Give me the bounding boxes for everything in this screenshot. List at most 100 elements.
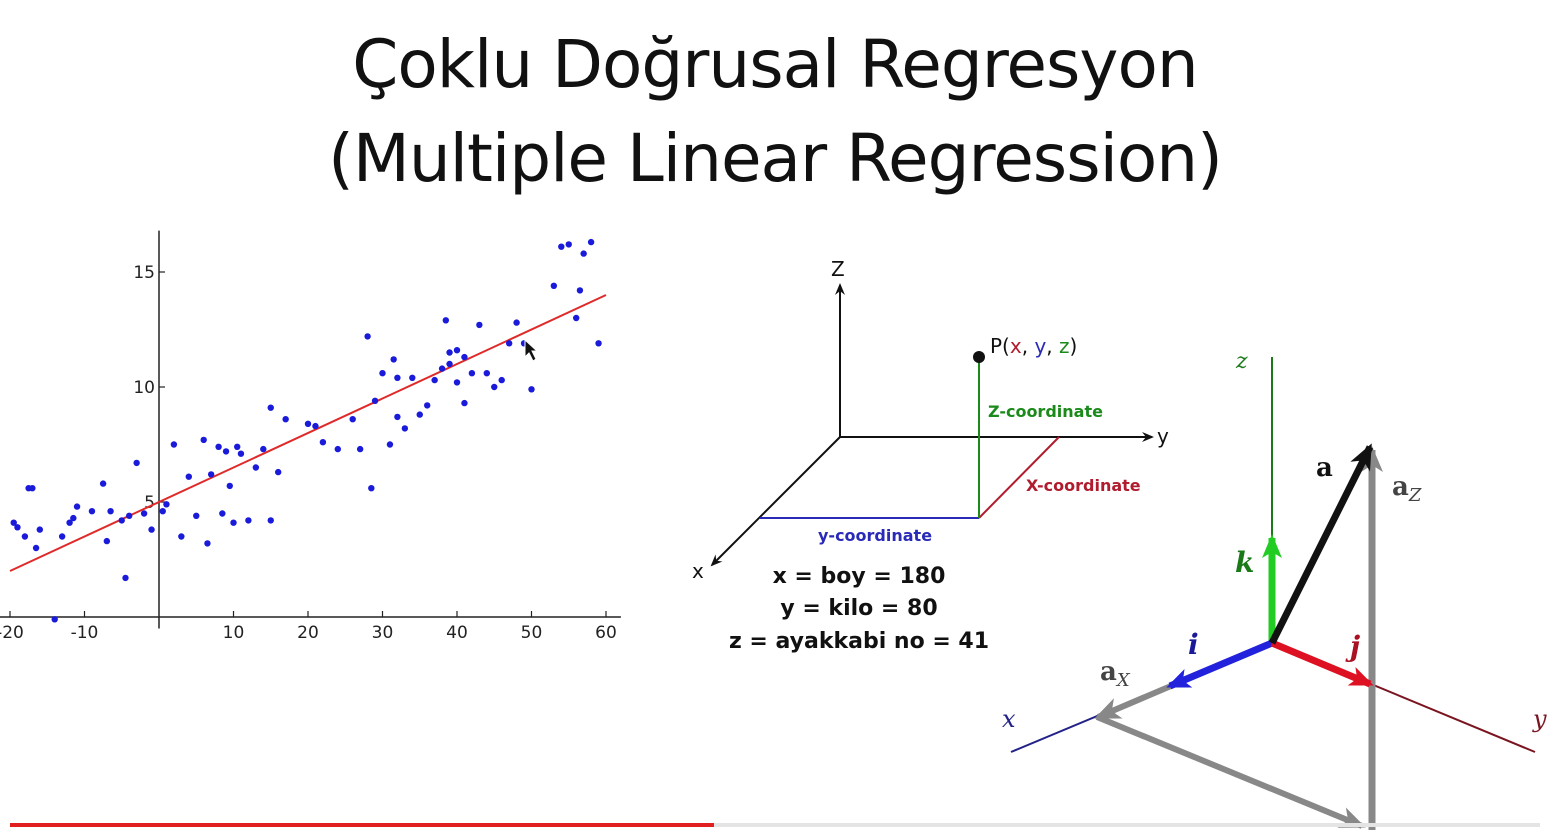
y-tick-label: 15 (133, 263, 155, 283)
point-p-marker (973, 351, 985, 363)
point-p-label: P(x, y, z) (990, 334, 1077, 358)
y-axis-label: y (1157, 424, 1169, 448)
x-tick-label: 40 (446, 623, 468, 643)
equation-kilo: y = kilo = 80 (780, 596, 937, 621)
point-x-label: x (1010, 334, 1022, 358)
scatter-point (252, 464, 260, 471)
x-coordinate-label: X-coordinate (1026, 476, 1141, 495)
scatter-point (21, 533, 29, 540)
x-tick-label: 30 (372, 623, 394, 643)
scatter-point (386, 441, 394, 448)
scatter-point (446, 360, 453, 368)
j-unit-arrow (1270, 639, 1374, 688)
x-axis-label: x (692, 559, 704, 583)
scatter-point (587, 238, 595, 246)
scatter-point (107, 508, 114, 515)
scatter-point (442, 317, 450, 324)
scatter-point (245, 517, 252, 524)
scatter-point (267, 404, 274, 411)
scatter-points (10, 238, 602, 623)
x-tick-label: -20 (0, 623, 24, 643)
scatter-ticks: -20 -10 10 20 30 40 50 60 5 10 15 (0, 263, 617, 643)
scatter-point (122, 574, 129, 582)
scatter-point (394, 413, 401, 421)
scatter-point (565, 241, 572, 248)
scatter-point (438, 365, 446, 372)
scatter-point (14, 524, 21, 531)
scatter-point (528, 386, 535, 393)
x-tick-label: 10 (223, 623, 245, 643)
scatter-point (207, 471, 215, 478)
equation-boy: x = boy = 180 (773, 564, 946, 589)
scatter-point (576, 287, 584, 294)
scatter-point (73, 503, 81, 510)
z-coordinate-label: Z-coordinate (988, 402, 1103, 421)
point-y-label: y (1034, 334, 1046, 358)
scatter-point (66, 519, 73, 526)
scatter-point (260, 445, 267, 453)
x-axis-line (710, 436, 841, 567)
scatter-point (394, 374, 401, 381)
scatter-point (371, 397, 379, 404)
unit-j-label: j (1345, 630, 1360, 663)
scatter-point (222, 448, 230, 455)
scatter-point (312, 422, 319, 430)
scatter-point (461, 353, 468, 361)
scatter-point (99, 480, 107, 487)
scatter-point (379, 370, 386, 377)
scatter-point (513, 319, 520, 326)
title-line-1: Çoklu Doğrusal Regresyon (352, 26, 1198, 103)
scatter-point (126, 512, 133, 519)
scatter-point (550, 282, 558, 289)
scatter-point (178, 533, 185, 540)
scatter-point (282, 416, 289, 423)
regression-line (9, 294, 607, 572)
y-tick-label: 10 (133, 378, 155, 398)
z-axis-label: Z (831, 257, 845, 281)
vector-z-axis-label: z (1235, 349, 1248, 374)
scatter-point (219, 510, 226, 517)
scatter-point (573, 314, 580, 322)
scatter-point (498, 376, 505, 384)
scatter-point (230, 519, 237, 526)
scatter-point (204, 540, 211, 547)
slide-title: Çoklu Doğrusal Regresyon (Multiple Linea… (0, 18, 1550, 206)
scatter-point (170, 441, 178, 448)
vector-ax-subscript: X (1115, 670, 1131, 691)
scatter-point (390, 356, 397, 363)
scatter-point (446, 349, 453, 356)
scatter-point (193, 512, 200, 519)
scatter-point (409, 374, 416, 381)
scatter-point (133, 459, 140, 467)
scatter-point (185, 473, 192, 480)
scatter-point (453, 347, 461, 354)
x-coordinate-line (978, 436, 1060, 519)
scatter-point (368, 485, 375, 492)
scatter-point (140, 510, 148, 517)
x-tick-label: 20 (297, 623, 319, 643)
scatter-point (226, 482, 233, 490)
scatter-point (505, 340, 513, 347)
vector-x-axis (1010, 642, 1273, 753)
video-progress-bar[interactable] (10, 823, 1540, 827)
scatter-point (148, 526, 155, 533)
vector-a-arrow (1268, 443, 1374, 645)
ax-to-base-line (1095, 714, 1366, 829)
vector-y-axis-label: y (1532, 705, 1547, 733)
scatter-point (558, 243, 565, 250)
scatter-point (483, 370, 490, 377)
scatter-point (51, 616, 58, 623)
x-tick-label: 60 (595, 623, 617, 643)
scatter-point (267, 517, 274, 524)
scatter-point (36, 526, 43, 533)
scatter-point (416, 411, 423, 418)
unit-k-label: k (1235, 546, 1254, 579)
regression-scatter-plot: -20 -10 10 20 30 40 50 60 5 10 15 (0, 230, 621, 643)
scatter-point (70, 514, 77, 522)
scatter-point (237, 450, 245, 457)
vector-az-label: aZ (1392, 472, 1422, 506)
regression-line-group (9, 294, 607, 572)
scatter-point (356, 445, 364, 453)
scatter-point (275, 468, 282, 476)
unit-i-label: i (1188, 628, 1199, 661)
